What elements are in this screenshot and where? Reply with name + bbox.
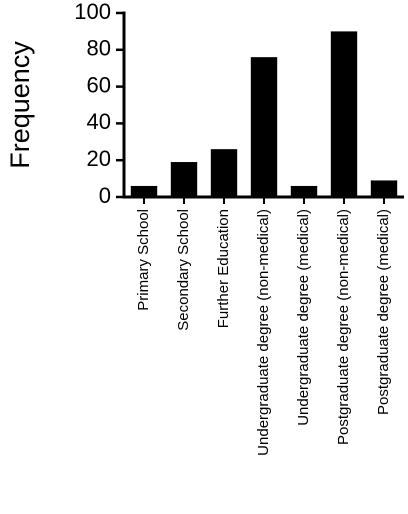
y-axis-label: Frequency: [5, 41, 35, 169]
y-tick-label: 100: [74, 0, 111, 24]
y-tick-label: 80: [87, 36, 111, 61]
bar: [130, 185, 158, 197]
x-tick-label: Undergraduate degree (medical): [295, 209, 312, 426]
x-tick-label: Postgraduate degree (non-medical): [335, 209, 352, 445]
bar: [210, 149, 238, 197]
y-tick-label: 60: [87, 72, 111, 97]
y-tick-label: 40: [87, 109, 111, 134]
y-tick-label: 20: [87, 146, 111, 171]
x-tick-label: Further Education: [215, 209, 232, 328]
x-tick-label: Primary School: [135, 209, 152, 311]
bar: [330, 31, 358, 198]
bar: [290, 185, 318, 197]
y-tick-label: 0: [99, 183, 111, 208]
x-tick-label: Undergraduate degree (non-medical): [255, 209, 272, 456]
bar: [250, 57, 278, 197]
bar: [370, 180, 398, 197]
x-tick-label: Secondary School: [175, 209, 192, 331]
bar: [170, 162, 198, 197]
x-tick-label: Postgraduate degree (medical): [375, 209, 392, 415]
